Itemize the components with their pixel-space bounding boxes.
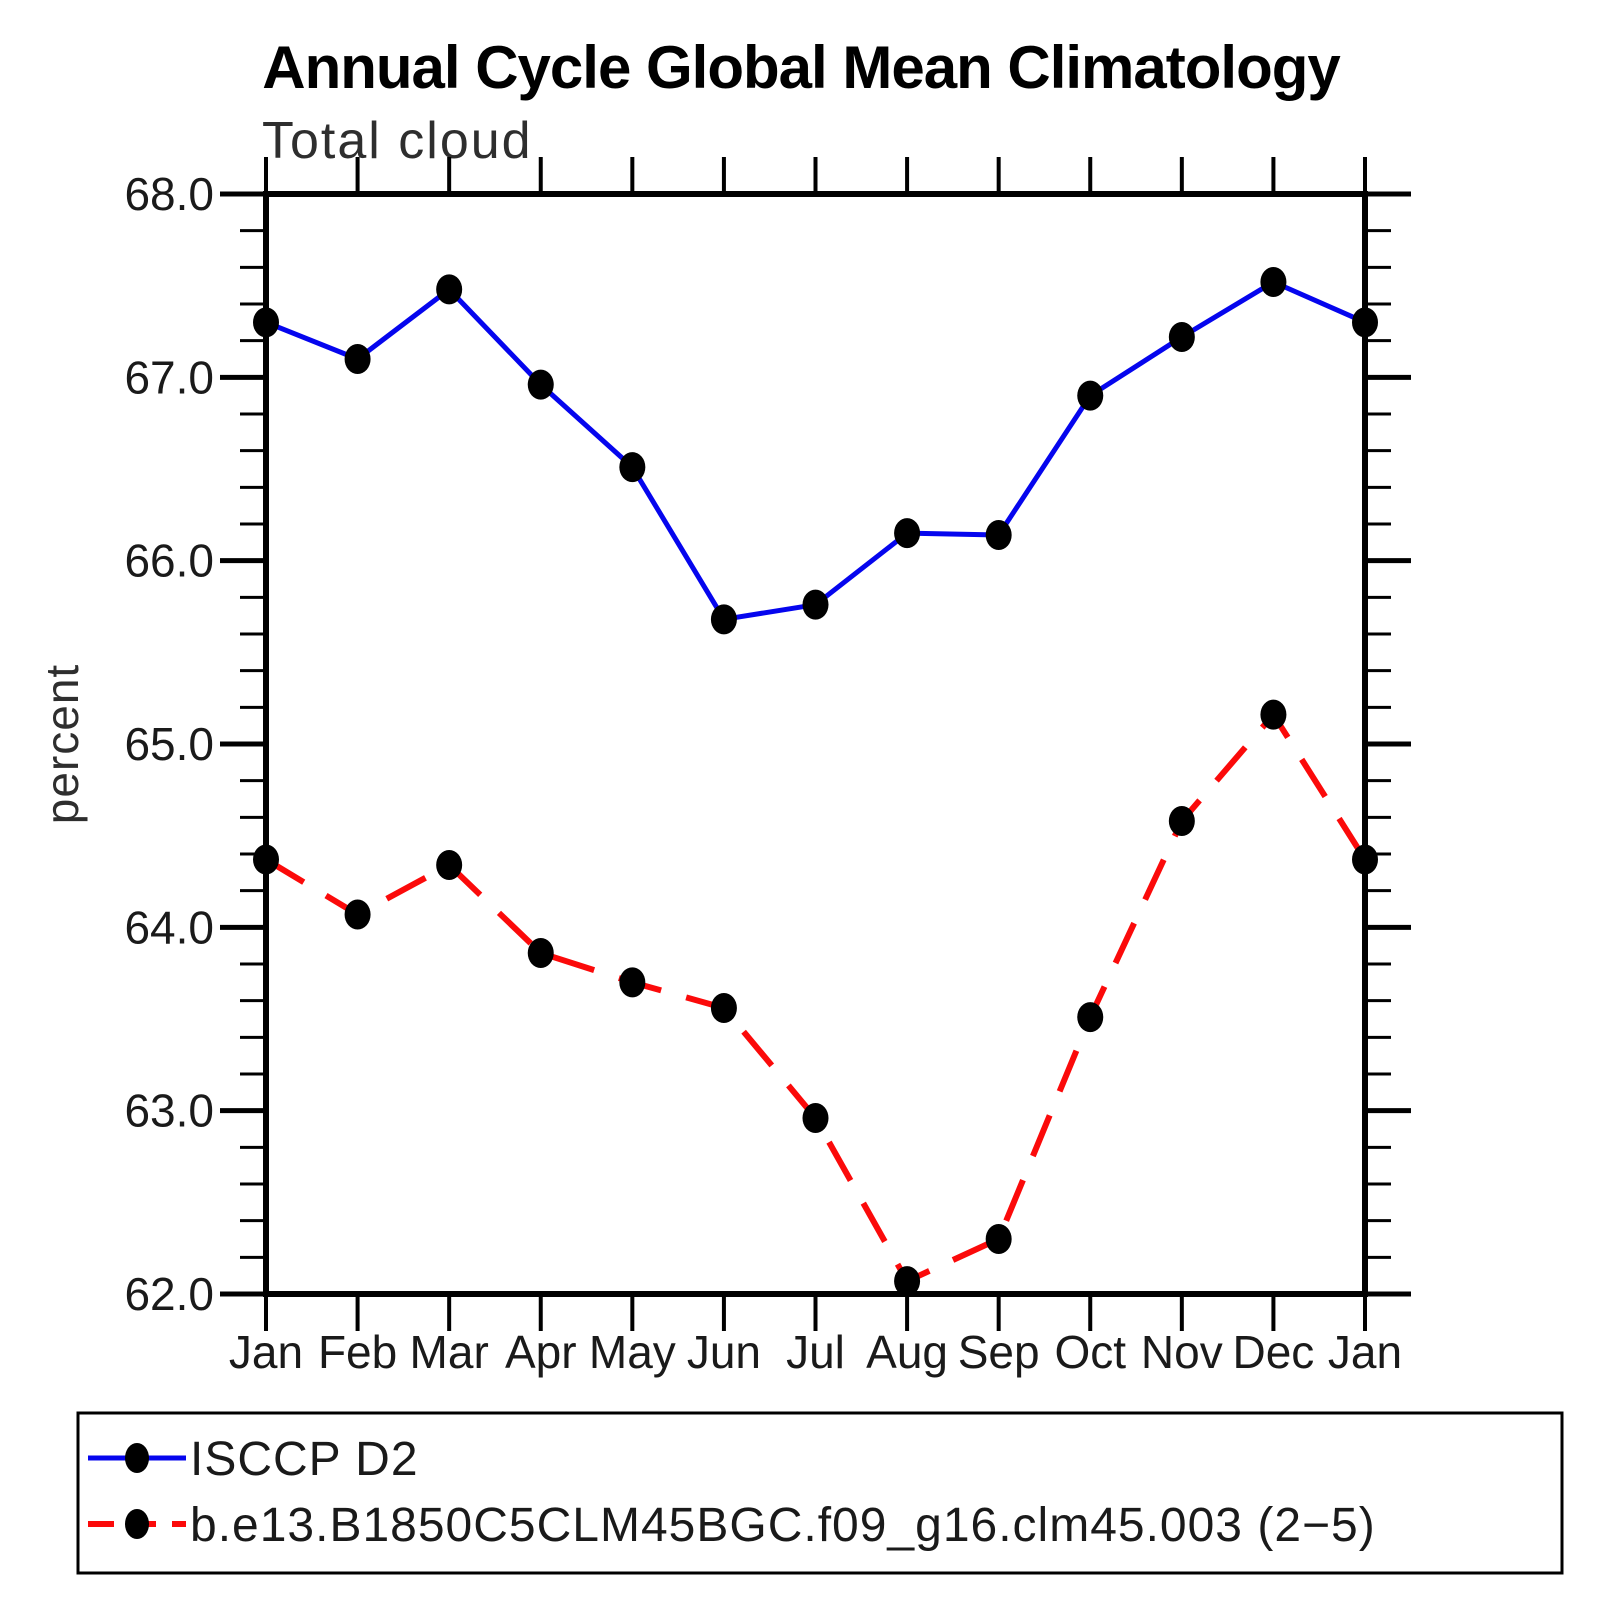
- data-point-marker-1: [985, 1224, 1012, 1254]
- legend-box: [76, 1411, 1564, 1575]
- data-series-layer: [253, 267, 1378, 1297]
- x-tick-label: Nov: [1141, 1326, 1223, 1378]
- x-tick-label: Jan: [229, 1326, 303, 1378]
- x-tick-label: Dec: [1233, 1326, 1315, 1378]
- data-point-marker-0: [619, 452, 646, 483]
- chart-subtitle: Total cloud: [262, 112, 533, 170]
- x-tick-label: Apr: [505, 1326, 577, 1378]
- data-point-marker-0: [253, 307, 279, 338]
- chart-title: Annual Cycle Global Mean Climatology: [262, 34, 1341, 101]
- y-tick-label: 63.0: [124, 1085, 214, 1137]
- data-point-marker-1: [1352, 844, 1378, 875]
- data-point-marker-0: [1077, 380, 1104, 411]
- data-point-marker-0: [436, 274, 463, 305]
- legend: ISCCP D2 b.e13.B1850C5CLM45BGC.f09_g16.c…: [76, 1411, 1564, 1575]
- x-tick-label: Jun: [687, 1326, 761, 1378]
- axes: Jan Feb Mar Apr May Jun Jul Aug Sep Oct Nov Dec Jan6…: [124, 157, 1411, 1378]
- x-tick-label: Jul: [786, 1326, 845, 1378]
- data-point-marker-1: [344, 899, 371, 930]
- y-tick-label: 67.0: [124, 351, 214, 403]
- data-point-marker-0: [985, 520, 1012, 550]
- x-tick-label: May: [589, 1326, 676, 1378]
- series-line-1: [264, 711, 1368, 1285]
- data-point-marker-1: [619, 967, 646, 998]
- legend-label-model: b.e13.B1850C5CLM45BGC.f09_g16.clm45.003 …: [190, 1499, 1376, 1552]
- data-point-marker-1: [894, 1266, 921, 1297]
- x-tick-label: Aug: [866, 1326, 948, 1378]
- data-point-marker-1: [436, 850, 463, 880]
- y-tick-label: 65.0: [124, 718, 214, 770]
- y-tick-label: 64.0: [124, 901, 214, 953]
- x-tick-label: Mar: [410, 1326, 489, 1378]
- legend-marker-circle: [125, 1509, 149, 1539]
- legend-entry-isccp: ISCCP D2: [88, 1433, 419, 1486]
- data-point-marker-1: [1168, 806, 1195, 836]
- data-point-marker-1: [802, 1103, 829, 1133]
- data-point-marker-0: [344, 344, 371, 374]
- series-line-0: [265, 279, 1367, 622]
- data-point-marker-0: [710, 604, 737, 635]
- data-point-marker-1: [527, 938, 554, 968]
- y-tick-label: 68.0: [124, 168, 214, 220]
- data-point-marker-1: [1260, 699, 1287, 730]
- x-tick-label: Oct: [1054, 1326, 1126, 1378]
- legend-label-isccp: ISCCP D2: [190, 1433, 419, 1486]
- data-point-marker-0: [1168, 322, 1195, 352]
- data-point-marker-0: [1352, 307, 1378, 338]
- data-point-marker-0: [802, 589, 829, 620]
- legend-entry-model: b.e13.B1850C5CLM45BGC.f09_g16.clm45.003 …: [88, 1499, 1376, 1552]
- x-tick-label: Sep: [958, 1326, 1040, 1378]
- data-point-marker-1: [710, 993, 737, 1023]
- y-tick-label: 62.0: [124, 1268, 214, 1320]
- data-point-marker-0: [894, 518, 921, 549]
- legend-marker-circle: [125, 1443, 149, 1473]
- y-tick-label: 66.0: [124, 535, 214, 587]
- x-tick-label: Feb: [318, 1326, 397, 1378]
- data-point-marker-1: [1077, 1002, 1104, 1033]
- y-axis-title: percent: [36, 664, 88, 824]
- data-point-marker-1: [253, 844, 279, 875]
- data-point-marker-0: [527, 369, 554, 400]
- x-tick-label: Jan: [1328, 1326, 1402, 1378]
- data-point-marker-0: [1260, 267, 1287, 297]
